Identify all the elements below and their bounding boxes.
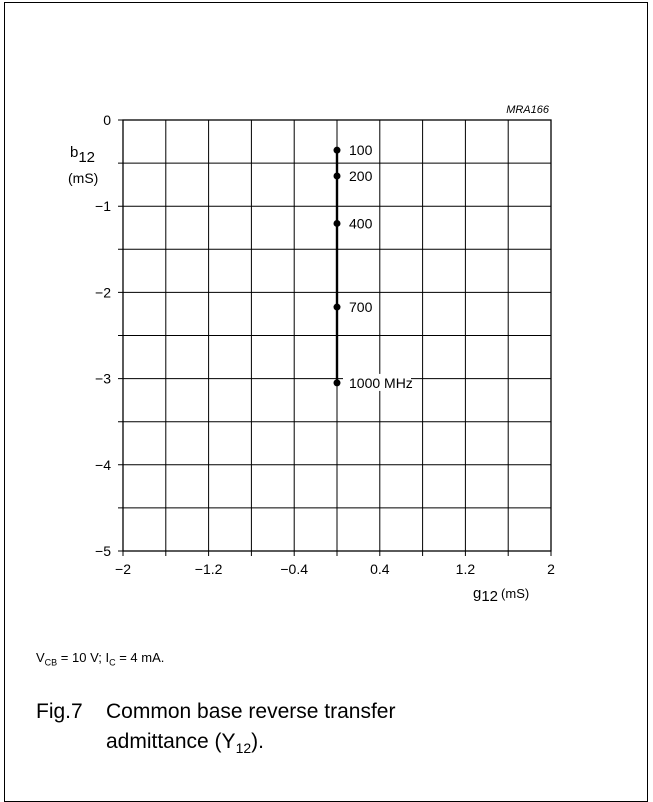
chart: −2 −1.2 −0.4 0.4 1.2 2 0 −1 −2 −3 −4 −5 100 200 400 70… [68, 104, 555, 605]
plot-border [122, 119, 552, 552]
figure-title-main: Common base reverse transfer admittance … [106, 700, 396, 753]
x-axis-unit: (mS) [501, 586, 529, 601]
figure-title: Common base reverse transfer admittance … [106, 697, 436, 763]
data-label: 200 [349, 168, 373, 184]
data-label-background [343, 298, 371, 316]
x-axis-subscript: 12 [481, 588, 498, 605]
test-conditions: VCB = 10 V; IC = 4 mA. [36, 650, 164, 668]
data-point [333, 146, 341, 154]
data-label-background [343, 373, 411, 391]
figure-code: MRA166 [506, 104, 550, 116]
data-point [333, 219, 341, 227]
y-axis-unit: (mS) [68, 170, 98, 186]
vcb-subscript: CB [44, 657, 58, 668]
data-label: 1000 MHz [349, 375, 413, 391]
y-axis-symbol: b [70, 144, 78, 161]
series: 100 200 400 700 1000 MHz [333, 141, 413, 391]
y-tick-label: −5 [95, 543, 111, 559]
x-tick-label: −2 [115, 561, 131, 577]
grid [118, 119, 552, 556]
data-label-background [343, 214, 371, 232]
ic-value: = 4 mA. [115, 650, 165, 665]
x-tick-label: −1.2 [195, 561, 223, 577]
y-axis-label: b12 [70, 144, 95, 166]
tick-labels: −2 −1.2 −0.4 0.4 1.2 2 0 −1 −2 −3 −4 −5 [95, 112, 555, 577]
figure-number: Fig.7 [36, 700, 83, 723]
x-tick-label: −0.4 [280, 561, 308, 577]
x-axis-symbol: g [473, 585, 481, 602]
ic-subscript: C [109, 657, 116, 668]
x-tick-label: 2 [547, 561, 555, 577]
data-label: 100 [349, 142, 373, 158]
y-tick-label: −4 [95, 457, 111, 473]
y-tick-label: −2 [95, 284, 111, 300]
x-tick-label: 0.4 [370, 561, 390, 577]
data-point [333, 379, 341, 387]
data-label-background [343, 141, 371, 159]
figure-title-subscript: 12 [235, 740, 252, 757]
data-label: 700 [349, 299, 373, 315]
y-axis-subscript: 12 [78, 149, 95, 166]
x-axis-label: g12 (mS) [473, 585, 529, 605]
x-tick-label: 1.2 [456, 561, 476, 577]
y-tick-label: −1 [95, 198, 111, 214]
figure-caption: Fig.7 Common base reverse transfer admitt… [36, 697, 436, 763]
figure-title-end: ). [251, 730, 264, 753]
vcb-value: = 10 V; I [57, 650, 110, 665]
data-label-background [343, 167, 371, 185]
data-label: 400 [349, 215, 373, 231]
y-tick-label: −3 [95, 371, 111, 387]
y-tick-label: 0 [103, 112, 111, 128]
data-point [333, 172, 341, 180]
vcb-symbol: V [36, 650, 45, 665]
data-point [333, 303, 341, 311]
